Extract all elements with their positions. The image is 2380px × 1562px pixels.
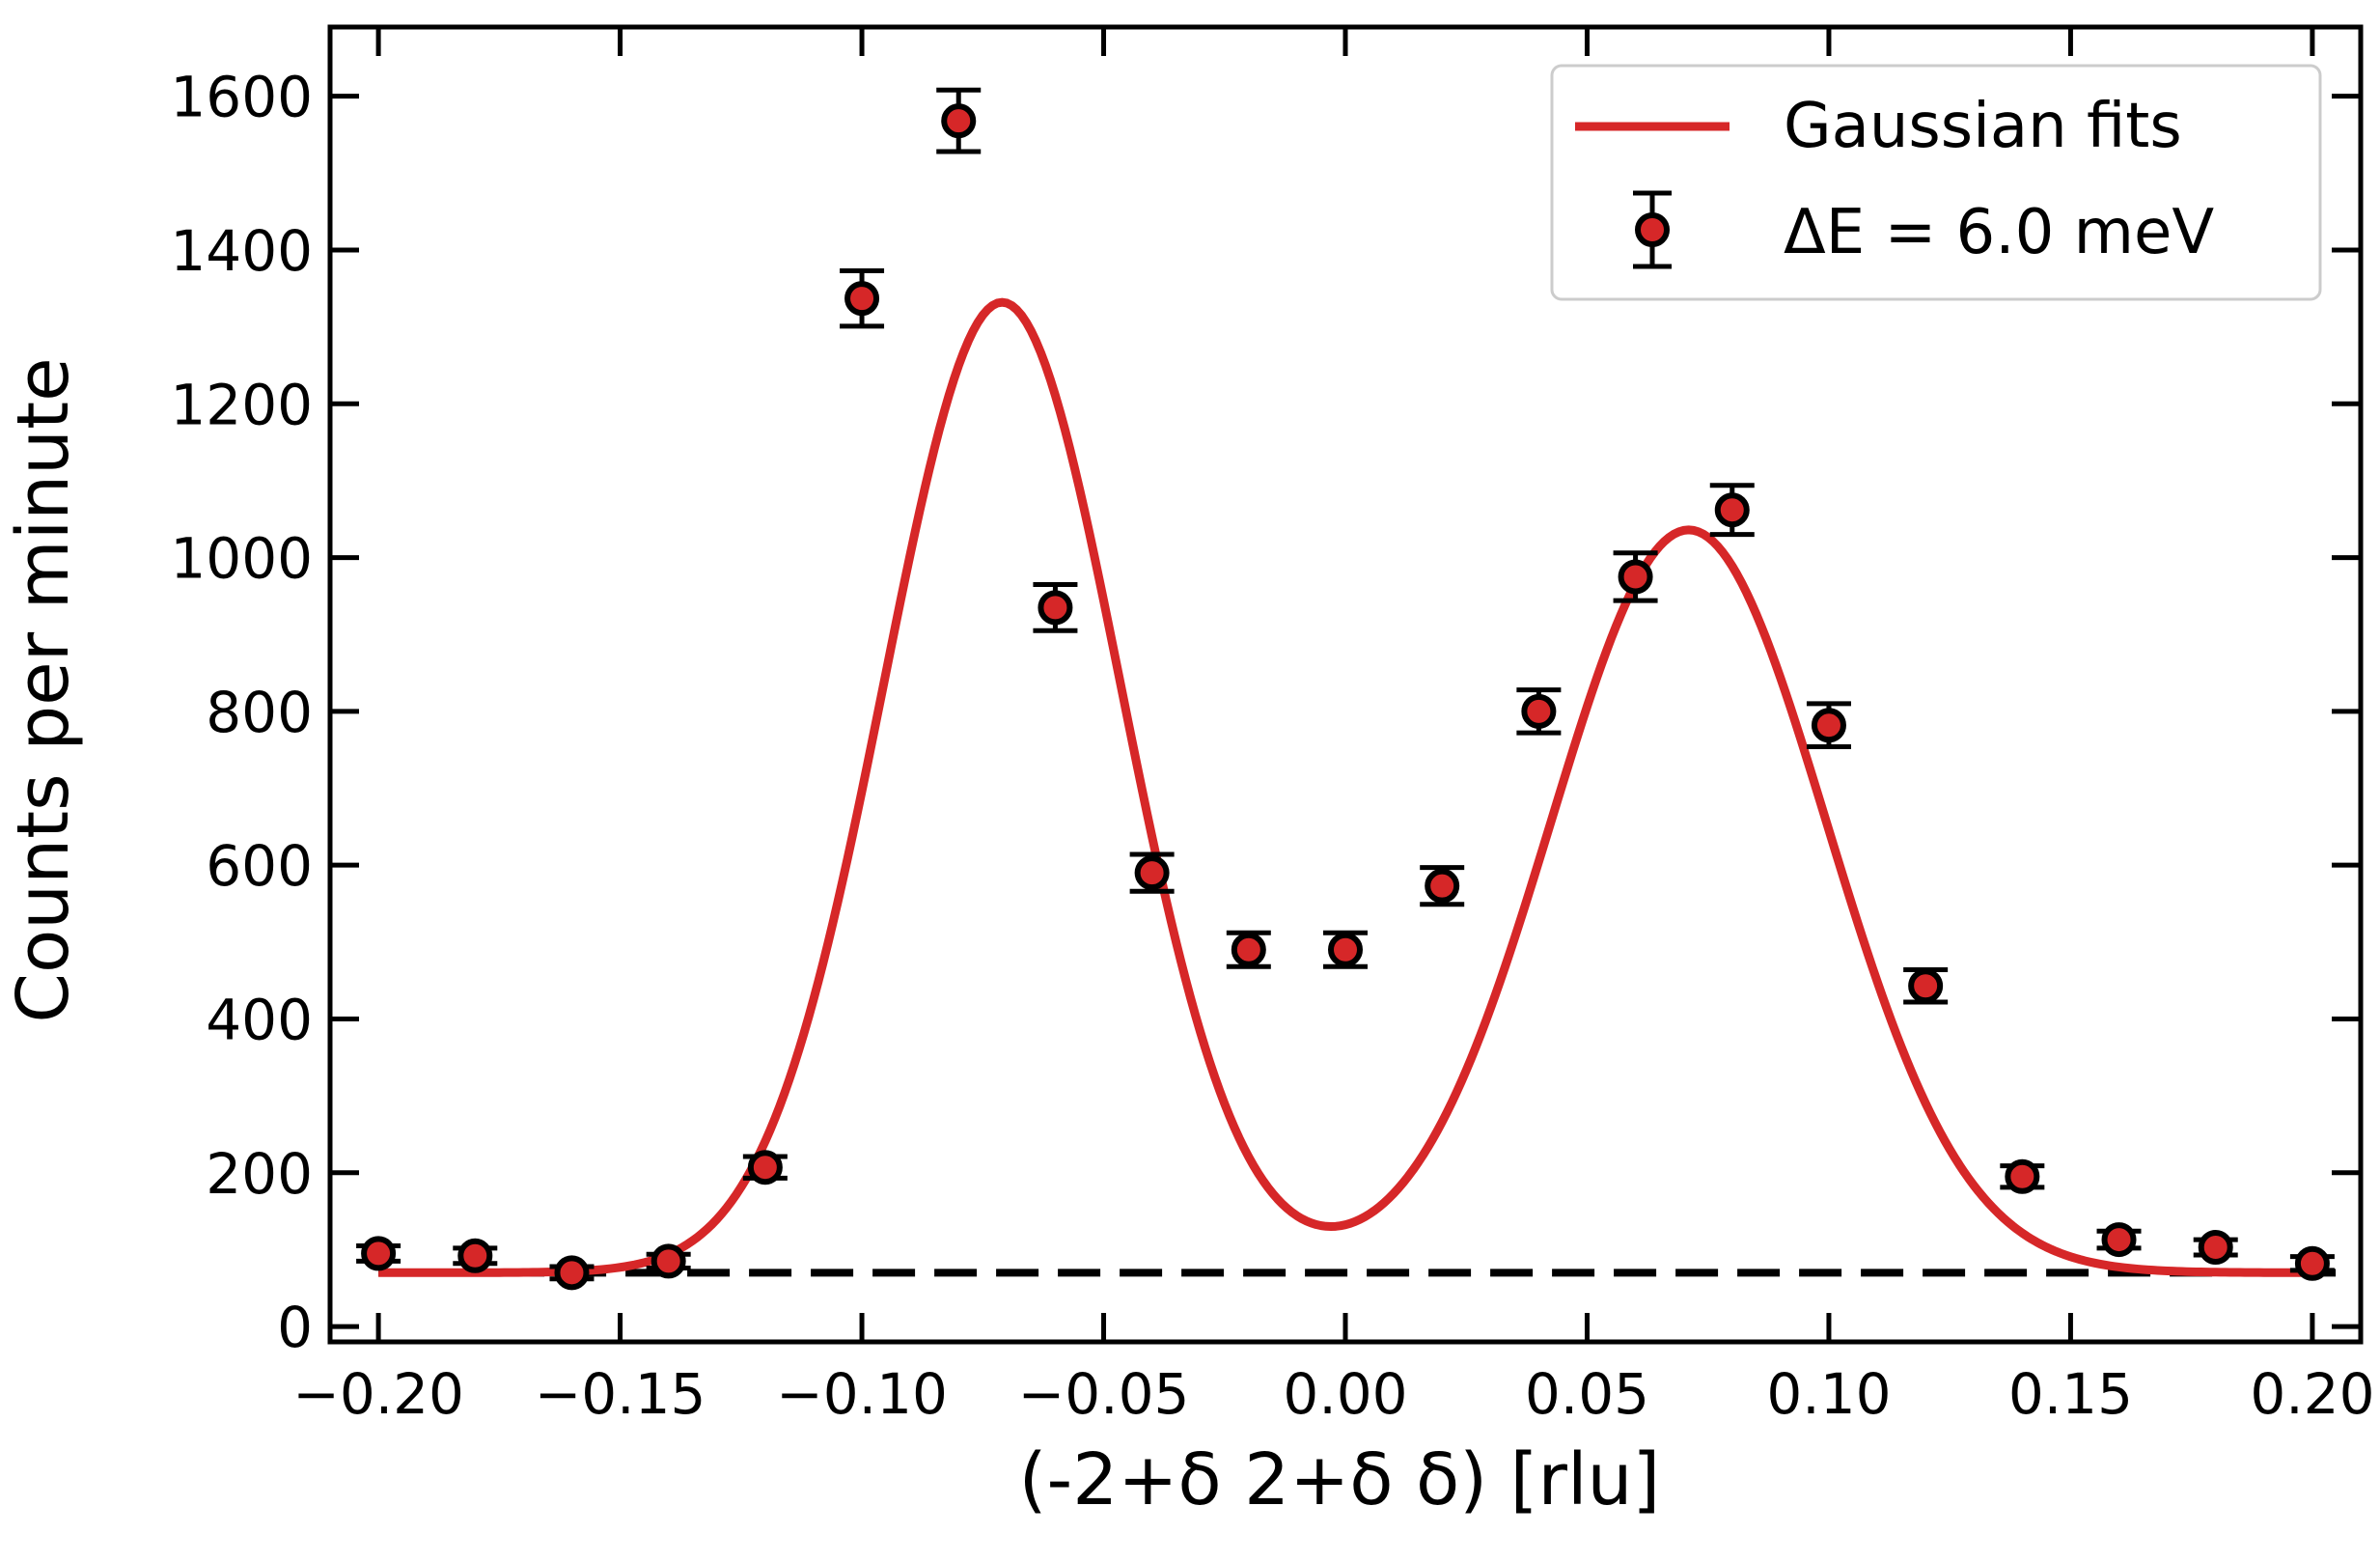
data-marker xyxy=(1231,932,1266,967)
data-marker xyxy=(554,1255,590,1291)
gaussian-fit-line xyxy=(378,297,2312,1277)
data-point xyxy=(1613,550,1658,603)
data-marker xyxy=(1425,868,1460,904)
legend-data-label: ΔE = 6.0 meV xyxy=(1784,197,2214,268)
x-tick-label: −0.15 xyxy=(535,1361,706,1427)
y-tick-label: 1200 xyxy=(170,372,313,437)
data-point xyxy=(742,1150,788,1185)
data-point xyxy=(1129,851,1175,894)
x-tick-label: 0.05 xyxy=(1525,1361,1649,1427)
data-point xyxy=(2000,1158,2045,1194)
data-point xyxy=(549,1255,595,1291)
data-marker xyxy=(2294,1245,2330,1281)
data-marker xyxy=(2101,1222,2137,1258)
data-marker xyxy=(941,103,977,139)
fit-layer xyxy=(378,297,2312,1277)
data-marker xyxy=(361,1236,397,1271)
data-point xyxy=(936,87,982,154)
x-axis-label: (-2+δ 2+δ δ) [rlu] xyxy=(1019,1438,1661,1521)
data-marker xyxy=(457,1238,493,1273)
data-point xyxy=(1226,930,1271,969)
data-marker xyxy=(1328,932,1363,967)
y-tick-label: 1600 xyxy=(170,65,313,130)
legend: Gaussian fits ΔE = 6.0 meV xyxy=(1550,64,2322,301)
data-marker xyxy=(1038,590,1073,626)
y-axis-label: Counts per minute xyxy=(2,357,85,1022)
data-point xyxy=(1516,687,1562,736)
data-point xyxy=(840,267,885,329)
x-tick-label: −0.05 xyxy=(1018,1361,1190,1427)
y-tick-label: 800 xyxy=(206,680,313,745)
data-marker xyxy=(1618,559,1653,595)
data-point xyxy=(1903,966,1949,1005)
data-marker xyxy=(1134,855,1170,891)
data-marker xyxy=(1811,708,1846,743)
data-marker xyxy=(2005,1158,2040,1194)
y-tick-label: 1000 xyxy=(170,526,313,592)
y-tick-label: 1400 xyxy=(170,218,313,284)
x-tick-label: 0.10 xyxy=(1766,1361,1891,1427)
data-points-layer xyxy=(356,87,2335,1291)
y-tick-label: 400 xyxy=(206,987,313,1052)
y-tick-label: 200 xyxy=(206,1141,313,1207)
legend-fit-label: Gaussian fits xyxy=(1784,91,2182,162)
data-point xyxy=(1806,701,1851,750)
data-point xyxy=(1033,581,1078,633)
data-marker xyxy=(747,1150,783,1185)
data-marker xyxy=(1714,492,1750,528)
data-point xyxy=(1709,483,1755,538)
data-point xyxy=(2096,1222,2142,1258)
data-point xyxy=(2193,1230,2238,1266)
ticks-layer xyxy=(330,27,2361,1342)
legend-box xyxy=(1550,64,2322,301)
x-tick-label: −0.10 xyxy=(776,1361,948,1427)
tick-labels-layer: −0.20 −0.15 −0.10 −0.05 0.00 0.05 0.10 0.15 0.20… xyxy=(170,65,2374,1427)
data-marker xyxy=(1521,693,1557,729)
x-tick-label: 0.15 xyxy=(2008,1361,2133,1427)
data-point xyxy=(1420,865,1465,907)
x-tick-label: 0.00 xyxy=(1283,1361,1407,1427)
y-tick-label: 0 xyxy=(277,1295,313,1360)
data-marker xyxy=(2198,1230,2233,1266)
x-tick-label: −0.20 xyxy=(292,1361,464,1427)
x-tick-label: 0.20 xyxy=(2250,1361,2374,1427)
data-marker xyxy=(650,1243,686,1279)
legend-errorbar-swatch xyxy=(1633,190,1672,269)
data-marker xyxy=(1908,968,1944,1004)
data-point xyxy=(356,1236,401,1271)
data-point xyxy=(646,1243,691,1279)
data-point xyxy=(453,1238,498,1273)
data-point xyxy=(1323,930,1368,969)
y-tick-label: 600 xyxy=(206,833,313,899)
data-point xyxy=(2289,1245,2335,1281)
data-marker xyxy=(844,281,880,317)
